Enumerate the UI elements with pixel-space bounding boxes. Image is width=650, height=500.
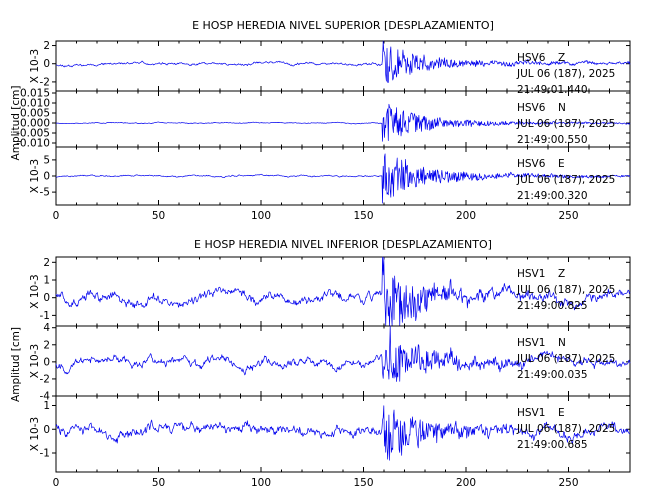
y-tick-label: 0 bbox=[43, 424, 50, 436]
y-tick-label: 0.000 bbox=[20, 118, 50, 130]
trace-panel-hsv1-z: 2 1 0 -1 X 10-3 HSV1 Z JUL 06 (187), 2025 21:49:… bbox=[29, 256, 631, 327]
y-tick-label: -2 bbox=[40, 373, 50, 385]
y-tick-label: -1 bbox=[40, 448, 50, 460]
component-code: N bbox=[558, 102, 566, 114]
y-tick-label: 0.005 bbox=[20, 108, 50, 120]
y-tick-label: 0 bbox=[43, 58, 50, 70]
trace-panel-hsv6-z: 2 0 -2X 10-3 HSV6 Z JUL 06 (187), 2025 21:49:0… bbox=[29, 40, 631, 96]
record-date: JUL 06 (187), 2025 bbox=[516, 174, 615, 186]
record-start-time: 21:49:00.035 bbox=[517, 369, 588, 381]
y-tick-label: -2 bbox=[40, 76, 50, 88]
y-tick-label: 0.015 bbox=[20, 88, 50, 100]
x-tick-label: 50 bbox=[152, 210, 165, 222]
record-start-time: 21:49:00.685 bbox=[517, 439, 588, 451]
record-start-time: 21:49:00.825 bbox=[517, 300, 588, 312]
x-tick-label: 200 bbox=[456, 477, 476, 489]
station-code: HSV6 bbox=[517, 52, 546, 64]
waveform-trace bbox=[55, 256, 631, 327]
y-scale-label: X 10-3 bbox=[29, 159, 41, 193]
x-tick-label: 250 bbox=[558, 477, 578, 489]
y-tick-label: -5 bbox=[40, 187, 50, 199]
record-start-time: 21:49:00.550 bbox=[517, 134, 588, 146]
waveform-trace bbox=[55, 153, 631, 204]
component-code: Z bbox=[558, 52, 565, 64]
y-scale-label: X 10-3 bbox=[29, 274, 41, 308]
component-code: Z bbox=[558, 268, 565, 280]
chart-title: E HOSP HEREDIA NIVEL SUPERIOR [DESPLAZAM… bbox=[192, 19, 494, 32]
component-code: E bbox=[558, 158, 565, 170]
waveform-trace bbox=[55, 405, 631, 461]
y-tick-label: 2 bbox=[43, 257, 50, 269]
record-start-time: 21:49:00.320 bbox=[517, 190, 588, 202]
trace-panel-hsv1-n: 4 2 0 -2 -4 X 10-3 HSV1 N JUL 06 (187), 2025 21:4… bbox=[29, 322, 631, 403]
x-tick-label: 0 bbox=[53, 477, 60, 489]
waveform-trace bbox=[55, 325, 631, 382]
y-tick-label: -1 bbox=[40, 310, 50, 322]
x-tick-label: 100 bbox=[251, 210, 271, 222]
component-code: N bbox=[558, 337, 566, 349]
station-code: HSV1 bbox=[517, 407, 545, 419]
y-tick-label: 0 bbox=[43, 171, 50, 183]
station-code: HSV1 bbox=[517, 268, 545, 280]
record-date: JUL 06 (187), 2025 bbox=[516, 284, 615, 296]
trace-panel-hsv1-e: 1 0 -1X 10-3 HSV1 E JUL 06 (187), 2025 21:49:0… bbox=[29, 395, 631, 473]
x-tick-label: 150 bbox=[353, 210, 373, 222]
y-tick-label: 2 bbox=[43, 40, 50, 52]
y-tick-label: 1 bbox=[43, 400, 50, 412]
y-tick-label: 0 bbox=[43, 292, 50, 304]
y-scale-label: X 10-3 bbox=[29, 344, 41, 378]
record-date: JUL 06 (187), 2025 bbox=[516, 68, 615, 80]
waveform-trace bbox=[55, 103, 631, 142]
y-tick-label: -0.005 bbox=[16, 128, 50, 140]
component-code: E bbox=[558, 407, 565, 419]
y-axis-label: Amplitud [cm] bbox=[10, 327, 22, 402]
x-tick-label: 250 bbox=[558, 210, 578, 222]
y-tick-label: 0 bbox=[43, 356, 50, 368]
y-tick-label: -0.010 bbox=[16, 138, 50, 150]
chart-group-1: E HOSP HEREDIA NIVEL SUPERIOR [DESPLAZAM… bbox=[10, 19, 631, 222]
record-date: JUL 06 (187), 2025 bbox=[516, 118, 615, 130]
x-tick-label: 100 bbox=[251, 477, 271, 489]
y-tick-label: 1 bbox=[43, 275, 50, 287]
x-tick-label: 0 bbox=[53, 210, 60, 222]
y-tick-label: -4 bbox=[40, 391, 51, 403]
waveform-trace bbox=[55, 40, 631, 83]
x-tick-label: 150 bbox=[353, 477, 373, 489]
station-code: HSV1 bbox=[517, 337, 545, 349]
record-date: JUL 06 (187), 2025 bbox=[516, 353, 615, 365]
record-start-time: 21:49:01.440 bbox=[517, 84, 588, 96]
station-code: HSV6 bbox=[517, 158, 546, 170]
trace-panel-hsv6-e: 5 0 -5X 10-3 HSV6 E JUL 06 (187), 2025 21:49:0… bbox=[29, 146, 631, 206]
y-scale-label: X 10-3 bbox=[29, 417, 41, 451]
station-code: HSV6 bbox=[517, 102, 546, 114]
y-tick-label: 5 bbox=[43, 154, 50, 166]
x-tick-label: 200 bbox=[456, 210, 476, 222]
y-scale-label: X 10-3 bbox=[29, 49, 41, 83]
x-tick-label: 50 bbox=[152, 477, 165, 489]
y-tick-label: 0.010 bbox=[20, 98, 50, 110]
y-tick-label: 4 bbox=[43, 322, 50, 334]
chart-title: E HOSP HEREDIA NIVEL INFERIOR [DESPLAZAM… bbox=[194, 238, 492, 251]
chart-group-2: E HOSP HEREDIA NIVEL INFERIOR [DESPLAZAM… bbox=[10, 238, 631, 489]
y-axis-label: Amplitud [cm] bbox=[10, 86, 22, 161]
record-date: JUL 06 (187), 2025 bbox=[516, 423, 615, 435]
y-tick-label: 2 bbox=[43, 339, 50, 351]
